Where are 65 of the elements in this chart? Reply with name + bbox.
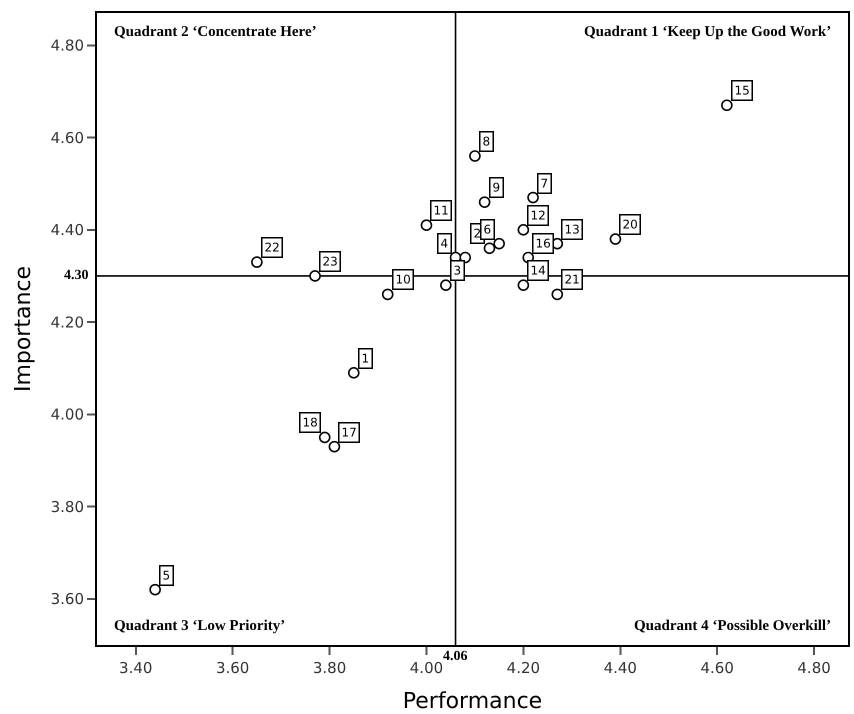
y-tick-label: 3.60 <box>50 590 84 608</box>
x-tick-label: 4.20 <box>506 659 540 677</box>
annotation: 2 <box>474 226 482 240</box>
x-axis-title: Performance <box>402 689 542 714</box>
annotation: 17 <box>342 426 357 440</box>
annotation: 6 <box>484 222 492 236</box>
point <box>440 279 452 291</box>
y-axis-title: Importance <box>10 266 36 392</box>
annotation: Quadrant 3 ‘Low Priority’ <box>114 618 286 634</box>
point <box>493 238 505 250</box>
annotation: 22 <box>264 240 280 254</box>
point <box>149 584 161 596</box>
annotation: 18 <box>302 416 318 430</box>
x-tick-label: 3.60 <box>216 659 250 677</box>
annotation: 15 <box>734 84 750 98</box>
annotation: Quadrant 1 ‘Keep Up the Good Work’ <box>584 24 832 40</box>
y-tick-label: 4.80 <box>50 36 84 55</box>
y-tick-label: 3.80 <box>50 498 84 516</box>
annotation: Quadrant 4 ‘Possible Overkill’ <box>634 618 832 634</box>
y-tick-label: 4.40 <box>50 221 84 240</box>
annotation: 4 <box>440 236 448 250</box>
x-tick-label: 4.40 <box>604 659 637 677</box>
annotation: Quadrant 2 ‘Concentrate Here’ <box>114 24 317 40</box>
annotation: 12 <box>530 208 546 222</box>
y-tick-label: 4.60 <box>50 128 84 147</box>
point <box>348 367 360 379</box>
annotation: 7 <box>540 176 548 190</box>
annotation: 13 <box>564 222 580 236</box>
point <box>469 150 481 162</box>
annotation: 3 <box>454 264 462 278</box>
point <box>420 219 432 231</box>
point <box>518 224 530 236</box>
x-tick-label: 3.40 <box>119 659 152 677</box>
ref-line-label: 4.06 <box>443 649 468 664</box>
annotation: 14 <box>530 264 546 278</box>
point <box>382 288 394 300</box>
y-tick-label: 4.20 <box>50 313 84 332</box>
point <box>527 192 539 204</box>
point <box>459 252 472 264</box>
ref-line-label: 4.30 <box>64 268 88 283</box>
x-tick-label: 3.80 <box>312 659 346 677</box>
y-tick-label: 4.00 <box>50 406 84 424</box>
annotation: 1 <box>362 352 370 366</box>
point <box>251 256 263 268</box>
x-tick-label: 4.80 <box>797 659 831 677</box>
annotation: 10 <box>396 272 411 286</box>
annotation: 23 <box>322 254 338 268</box>
point <box>721 99 733 112</box>
point <box>328 440 340 452</box>
point <box>309 270 321 282</box>
point <box>478 196 490 208</box>
annotation: 8 <box>482 134 490 148</box>
point <box>551 288 564 300</box>
annotation: 21 <box>564 272 580 286</box>
x-tick-label: 4.60 <box>700 659 734 677</box>
point <box>518 279 530 291</box>
annotation: 11 <box>434 204 449 218</box>
annotation: 16 <box>536 236 551 250</box>
annotation: 5 <box>162 568 170 582</box>
point <box>610 233 622 245</box>
x-tick-label: 4.00 <box>410 659 444 677</box>
annotation: 20 <box>622 218 638 232</box>
point <box>318 432 331 444</box>
annotation: 9 <box>492 180 500 194</box>
point <box>484 242 496 254</box>
